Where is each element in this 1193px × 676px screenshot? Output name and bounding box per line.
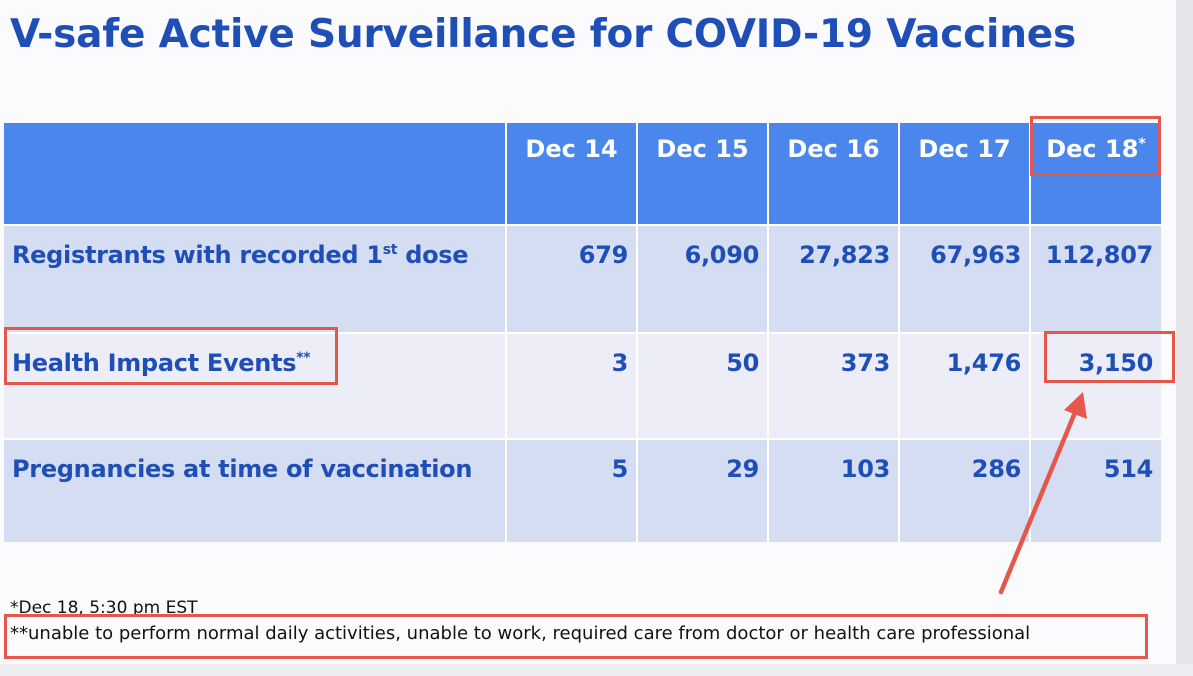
- table-cell: 5: [506, 438, 638, 542]
- header-row: Dec 14 Dec 15 Dec 16 Dec 17 Dec 18*: [4, 123, 1161, 225]
- row-label: Registrants with recorded 1st dose: [4, 224, 507, 333]
- table-row-pregnancies: Pregnancies at time of vaccination 5 29 …: [4, 438, 1161, 542]
- table-cell: 3,150: [1030, 332, 1161, 439]
- footnote-health-impact: **unable to perform normal daily activit…: [10, 623, 1031, 644]
- col-header-dec16: Dec 16: [768, 123, 900, 225]
- table-row-registrants: Registrants with recorded 1st dose 679 6…: [4, 224, 1161, 333]
- table-cell: 679: [506, 224, 638, 333]
- table-cell: 3: [506, 332, 638, 439]
- col-header-dec14: Dec 14: [506, 123, 638, 225]
- table-cell: 112,807: [1030, 224, 1161, 333]
- window-edge-bottom: [0, 664, 1193, 676]
- row-label: Pregnancies at time of vaccination: [4, 438, 507, 542]
- window-edge-right: [1176, 0, 1193, 676]
- table-cell: 373: [768, 332, 900, 439]
- table-cell: 103: [768, 438, 900, 542]
- table-cell: 29: [637, 438, 769, 542]
- slide-title: V-safe Active Surveillance for COVID-19 …: [10, 12, 1077, 57]
- col-header-dec17: Dec 17: [899, 123, 1031, 225]
- table-cell: 27,823: [768, 224, 900, 333]
- col-header-dec18: Dec 18*: [1030, 123, 1161, 225]
- row-label: Health Impact Events**: [4, 332, 507, 439]
- surveillance-table: Dec 14 Dec 15 Dec 16 Dec 17 Dec 18* Regi…: [4, 123, 1161, 542]
- table-cell: 67,963: [899, 224, 1031, 333]
- table-cell: 286: [899, 438, 1031, 542]
- footnote-dec18: *Dec 18, 5:30 pm EST: [10, 598, 198, 614]
- header-blank-cell: [4, 123, 507, 225]
- table-cell: 50: [637, 332, 769, 439]
- table-cell: 6,090: [637, 224, 769, 333]
- table-row-health-impact: Health Impact Events** 3 50 373 1,476 3,…: [4, 332, 1161, 439]
- table-cell: 514: [1030, 438, 1161, 542]
- table-cell: 1,476: [899, 332, 1031, 439]
- col-header-dec15: Dec 15: [637, 123, 769, 225]
